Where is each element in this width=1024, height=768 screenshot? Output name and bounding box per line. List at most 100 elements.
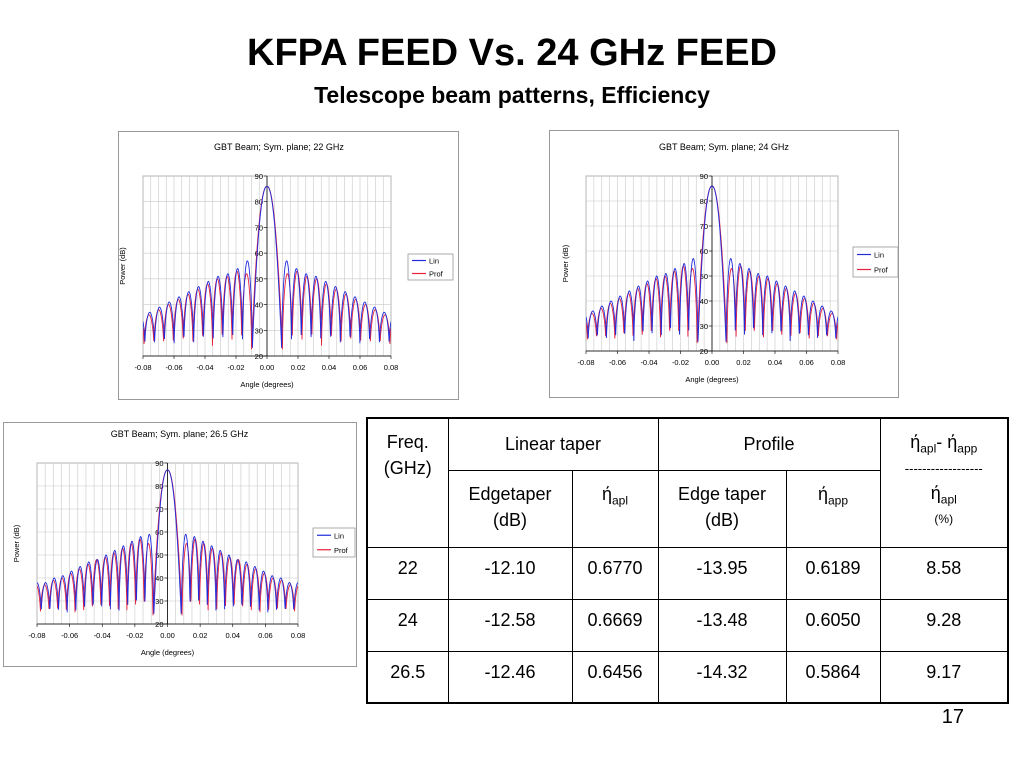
edge-taper-header-line1: Edge taper xyxy=(677,483,767,504)
cell-lin-eta: 0.6669 xyxy=(571,598,659,652)
series-line-lin xyxy=(586,185,838,342)
cell-lin-eta: 0.6770 xyxy=(571,546,659,600)
edge-taper-header-line2: (dB) xyxy=(705,509,740,530)
cell-freq: 24 xyxy=(366,598,449,652)
slide-subtitle: Telescope beam patterns, Efficiency xyxy=(314,82,710,108)
efficiency-table: Freq. (GHz) Linear taper Profile ήapl- ή… xyxy=(366,417,1010,704)
cell-prof-eta: 0.6050 xyxy=(785,598,881,652)
x-axis-label: Angle (degrees) xyxy=(240,380,294,389)
x-tick-label: -0.02 xyxy=(227,363,244,372)
legend-box xyxy=(852,246,898,278)
cell-diff: 9.28 xyxy=(879,598,1009,652)
legend-box xyxy=(312,527,356,558)
x-tick-label: 0.08 xyxy=(291,631,306,640)
chart-title: GBT Beam; Sym. plane; 26.5 GHz xyxy=(111,429,249,439)
chart-svg: GBT Beam; Sym. plane; 24 GHz203040506070… xyxy=(561,142,898,384)
cell-diff: 9.17 xyxy=(879,650,1009,704)
cell-diff: 8.58 xyxy=(879,546,1009,600)
x-tick-label: -0.04 xyxy=(196,363,213,372)
chart-svg: GBT Beam; Sym. plane; 26.5 GHz 20 30 40 50 60… xyxy=(12,429,356,657)
cell-prof-eta: 0.6189 xyxy=(785,546,881,600)
x-tick-label: 0.02 xyxy=(193,631,208,640)
legend-label-prof: Prof xyxy=(334,546,349,555)
x-tick-label: 0.06 xyxy=(353,363,368,372)
cell-prof-edge: -13.95 xyxy=(657,546,787,600)
table-row: 22 -12.10 0.6770 -13.95 0.6189 8.58 xyxy=(366,546,1009,600)
x-tick-label: -0.08 xyxy=(28,631,45,640)
y-tick-label: 30 xyxy=(700,322,708,331)
legend-label-prof: Prof xyxy=(874,266,889,275)
x-tick-label: -0.02 xyxy=(126,631,143,640)
edgetaper-header-line1: Edgetaper xyxy=(468,483,552,504)
y-axis-label: Power (dB) xyxy=(119,247,127,285)
x-tick-label: 0.02 xyxy=(291,363,306,372)
x-tick-label: -0.06 xyxy=(165,363,182,372)
legend-label-prof: Prof xyxy=(429,270,444,279)
edgetaper-header-line2: (dB) xyxy=(492,509,527,530)
eta-diff-divider: ------------------ xyxy=(904,460,983,476)
x-tick-label: -0.02 xyxy=(672,358,689,367)
x-tick-label: 0.00 xyxy=(705,358,720,367)
cell-lin-edge: -12.10 xyxy=(447,546,573,600)
legend-label-lin: Lin xyxy=(429,257,439,266)
page-number: 17 xyxy=(941,706,964,728)
y-tick-label: 40 xyxy=(155,574,163,583)
cell-prof-eta: 0.5864 xyxy=(785,650,881,704)
y-tick-label: 40 xyxy=(700,297,708,306)
x-tick-label: 0.00 xyxy=(160,631,175,640)
cell-lin-eta: 0.6456 xyxy=(571,650,659,704)
series-line-lin xyxy=(143,185,391,348)
profile-header: Profile xyxy=(657,417,881,471)
y-tick-label: 30 xyxy=(155,597,163,606)
cell-freq: 26.5 xyxy=(366,650,449,704)
table-row: 26.5 -12.46 0.6456 -14.32 0.5864 9.17 xyxy=(366,650,1009,704)
y-tick-label: 20 xyxy=(255,352,263,361)
y-tick-label: 40 xyxy=(255,301,263,310)
chart-title: GBT Beam; Sym. plane; 22 GHz xyxy=(214,142,344,152)
beam-chart-24ghz: GBT Beam; Sym. plane; 24 GHz 20 30 40 50 60 70… xyxy=(549,130,899,398)
y-tick-label: 50 xyxy=(700,272,708,281)
legend-label-lin: Lin xyxy=(334,531,344,540)
y-axis-label: Power (dB) xyxy=(561,244,570,282)
eta-apl-header: ήapl xyxy=(571,469,659,548)
chart-svg: GBT Beam; Sym. plane; 22 GHz203040506070… xyxy=(119,142,454,389)
y-tick-label: 60 xyxy=(155,528,163,537)
freq-header-line1: Freq. xyxy=(386,432,429,452)
x-tick-label: 0.08 xyxy=(831,358,846,367)
x-tick-label: -0.04 xyxy=(640,358,657,367)
x-tick-label: -0.04 xyxy=(94,631,111,640)
legend-box xyxy=(407,253,454,281)
table-row: 24 -12.58 0.6669 -13.48 0.6050 9.28 xyxy=(366,598,1009,652)
x-tick-label: -0.08 xyxy=(134,363,151,372)
y-tick-label: 20 xyxy=(700,347,708,356)
y-tick-label: 50 xyxy=(155,551,163,560)
cell-prof-edge: -13.48 xyxy=(657,598,787,652)
freq-header-line2: (GHz) xyxy=(383,458,432,478)
x-tick-label: 0.08 xyxy=(384,363,399,372)
eta-diff-formula: ήapl- ήapp xyxy=(910,432,978,456)
cell-freq: 22 xyxy=(366,546,449,600)
y-tick-label: 90 xyxy=(255,172,263,181)
x-tick-label: 0.06 xyxy=(258,631,273,640)
y-tick-label: 90 xyxy=(155,459,163,468)
eta-diff-header: ήapl- ήapp ------------------ ήapl (%) xyxy=(879,417,1009,548)
linear-taper-header: Linear taper xyxy=(447,417,659,471)
beam-chart-26-5ghz: GBT Beam; Sym. plane; 26.5 GHz 20 30 40 50 60… xyxy=(3,422,357,667)
x-tick-label: -0.06 xyxy=(609,358,626,367)
cell-lin-edge: -12.58 xyxy=(447,598,573,652)
x-tick-label: 0.04 xyxy=(768,358,783,367)
y-tick-label: 90 xyxy=(700,172,708,181)
edge-taper-header: Edge taper (dB) xyxy=(657,469,787,548)
chart-title: GBT Beam; Sym. plane; 24 GHz xyxy=(659,142,789,152)
x-tick-label: 0.00 xyxy=(260,363,275,372)
eta-diff-denominator: ήapl xyxy=(930,482,957,507)
beam-chart-22ghz: GBT Beam; Sym. plane; 22 GHz 20 30 40 50 60 70… xyxy=(118,131,459,400)
y-tick-label: 80 xyxy=(155,482,163,491)
eta-app-header: ήapp xyxy=(785,469,881,548)
y-tick-label: 80 xyxy=(255,198,263,207)
y-axis-label: Power (dB) xyxy=(12,524,21,562)
x-tick-label: 0.04 xyxy=(225,631,240,640)
y-tick-label: 60 xyxy=(700,247,708,256)
x-axis-label: Angle (degrees) xyxy=(685,375,739,384)
x-tick-label: 0.06 xyxy=(799,358,814,367)
